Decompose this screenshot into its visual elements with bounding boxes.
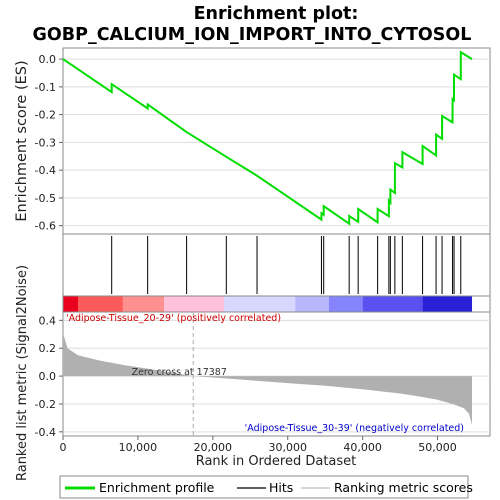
es-tick-label: -0.2 — [35, 109, 56, 122]
es-gridlines — [63, 58, 490, 227]
chart-title-line1: Enrichment plot: — [194, 4, 359, 24]
enrichment-profile-line — [62, 50, 473, 226]
hits-frame — [62, 233, 491, 297]
negative-correlation-label: 'Adipose-Tissue_30-39' (negatively corre… — [245, 423, 464, 434]
chart-title-line2: GOBP_CALCIUM_ION_IMPORT_INTO_CYTOSOL — [33, 25, 472, 45]
heat-segment — [122, 296, 165, 312]
heat-segment — [362, 296, 423, 312]
metric-tick-label: 0.0 — [39, 370, 57, 383]
heat-segment — [164, 296, 225, 312]
es-tick-label: -0.1 — [35, 81, 56, 94]
legend-label-metric: Ranking metric scores — [334, 480, 473, 495]
heat-segment — [63, 296, 78, 312]
metric-tick-label: 0.4 — [39, 314, 57, 327]
metric-panel: Zero cross at 17387 'Adipose-Tissue_20-2… — [15, 265, 491, 481]
legend-frame — [59, 475, 469, 499]
zero-cross-label: Zero cross at 17387 — [132, 367, 227, 378]
hit-lines — [111, 236, 462, 294]
heat-segment — [422, 296, 473, 312]
x-axis-label: Rank in Ordered Dataset — [196, 454, 357, 469]
x-tick-label: 0 — [60, 441, 67, 454]
metric-y-axis-label: Ranked list metric (Signal2Noise) — [15, 265, 30, 481]
es-y-axis-label: Enrichment score (ES) — [14, 60, 30, 221]
ranking-metric-area — [63, 332, 472, 425]
metric-y-ticks: 0.4 0.2 0.0 -0.2 -0.4 — [35, 314, 63, 439]
positive-correlation-label: 'Adipose-Tissue_20-29' (positively corre… — [66, 313, 281, 324]
es-tick-label: -0.4 — [35, 164, 56, 177]
es-y-ticks: 0.0 -0.1 -0.2 -0.3 -0.4 -0.5 -0.6 — [35, 53, 63, 233]
es-tick-label: -0.3 — [35, 136, 56, 149]
metric-tick-label: -0.4 — [35, 426, 56, 439]
es-tick-label: -0.6 — [35, 220, 56, 233]
x-tick-label: 20,000 — [194, 441, 233, 454]
x-tick-label: 30,000 — [268, 441, 307, 454]
heat-segment — [328, 296, 363, 312]
es-tick-label: 0.0 — [39, 53, 57, 66]
heat-segment — [295, 296, 329, 312]
es-plot-frame — [62, 47, 491, 235]
hits-panel — [62, 233, 491, 313]
legend-label-profile: Enrichment profile — [99, 480, 215, 495]
heat-segment — [224, 296, 296, 312]
x-tick-label: 50,000 — [418, 441, 457, 454]
x-tick-label: 40,000 — [343, 441, 382, 454]
rank-heat-bar — [63, 296, 473, 312]
es-tick-label: -0.5 — [35, 192, 56, 205]
x-tick-label: 10,000 — [119, 441, 158, 454]
metric-tick-label: -0.2 — [35, 398, 56, 411]
metric-tick-label: 0.2 — [39, 342, 57, 355]
legend: Enrichment profile Hits Ranking metric s… — [59, 475, 473, 499]
legend-label-hits: Hits — [269, 480, 293, 495]
heat-segment — [77, 296, 123, 312]
x-axis-ticks: 0 10,000 20,000 30,000 40,000 50,000 — [60, 436, 457, 454]
es-panel: 0.0 -0.1 -0.2 -0.3 -0.4 -0.5 -0.6 Enrichment s… — [14, 47, 491, 235]
